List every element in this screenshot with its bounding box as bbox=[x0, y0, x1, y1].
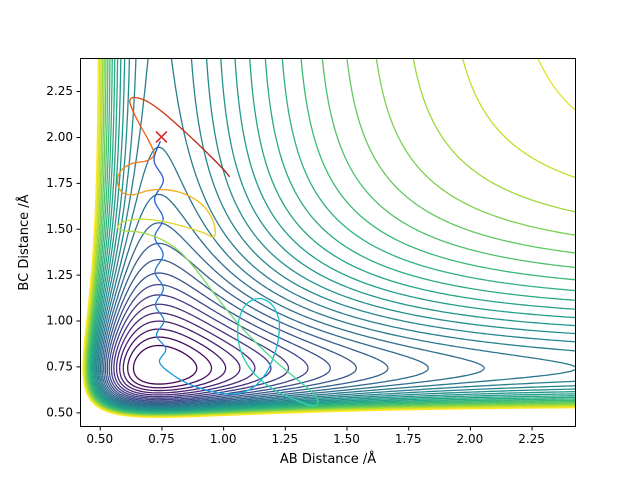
figure bbox=[0, 0, 640, 480]
pes-contour-plot bbox=[0, 0, 640, 480]
